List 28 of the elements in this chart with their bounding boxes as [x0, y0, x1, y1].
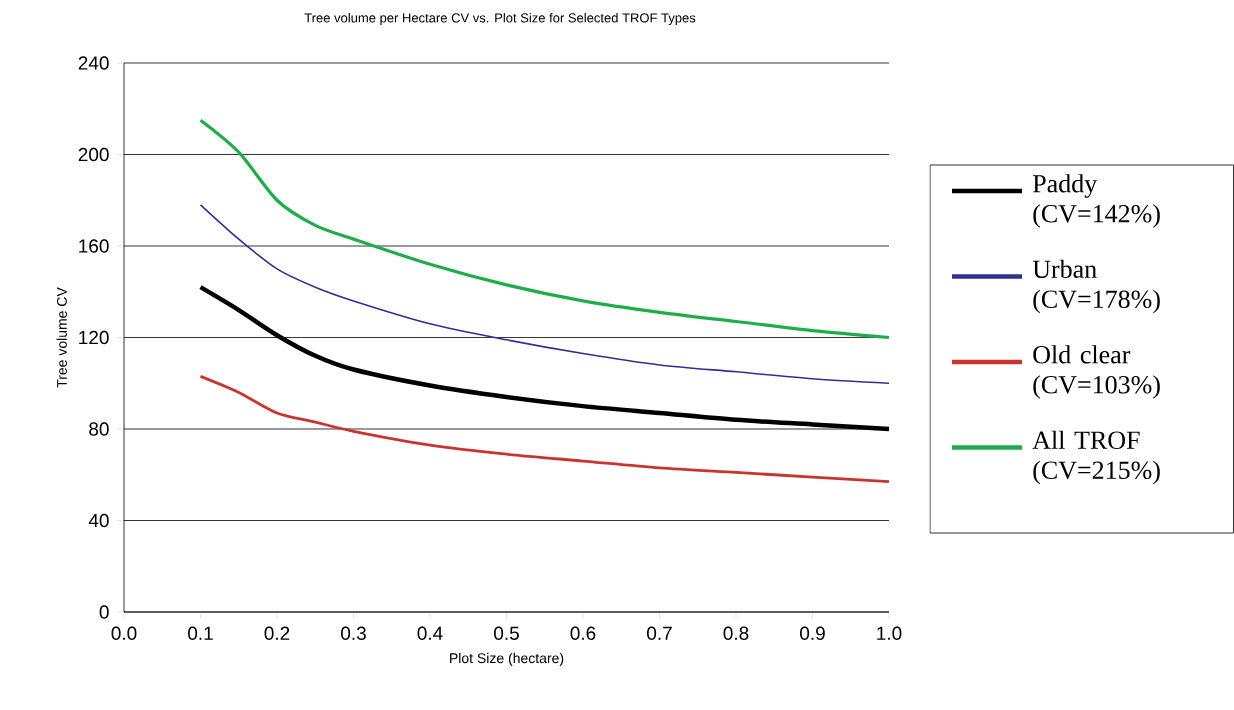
x-tick-label: 0.7: [647, 626, 672, 640]
y-tick-label: 40: [88, 513, 109, 528]
line-series: [199, 374, 891, 484]
x-tick-label: 0.8: [723, 626, 749, 640]
chart-title: Tree volume per Hectare CV vs. Plot Size for Selected TROF Types: [304, 12, 696, 26]
x-tick-label: 0.0: [111, 626, 137, 640]
line-series: [198, 118, 891, 340]
y-axis-title: Tree volume CV: [56, 287, 67, 388]
y-tick-label: 240: [78, 56, 109, 70]
y-tick-label: 80: [89, 422, 109, 436]
y-tick-label: 200: [78, 147, 109, 162]
x-axis-title: Plot Size (hectare): [450, 652, 564, 666]
x-tick-label: 0.9: [800, 626, 825, 640]
x-tick-label: 0.2: [264, 626, 290, 640]
x-tick-label: 0.4: [417, 626, 443, 640]
legend-label: Urban (CV=178%): [1032, 259, 1160, 314]
x-tick-label: 0.3: [341, 626, 366, 640]
x-tick-label: 0.6: [570, 626, 596, 640]
y-tick-label: 160: [79, 239, 109, 253]
legend-label: Paddy (CV=142%): [1032, 174, 1160, 228]
line-series: [199, 204, 890, 385]
x-tick-label: 1.0: [877, 626, 902, 640]
x-tick-label: 0.1: [188, 626, 213, 640]
y-tick-label: 0: [99, 605, 109, 619]
y-tick-label: 120: [79, 330, 109, 345]
legend-label: All TROF (CV=215%): [1032, 430, 1160, 485]
legend-label: Old clear (CV=103%): [1033, 345, 1160, 399]
x-tick-label: 0.5: [494, 626, 519, 640]
